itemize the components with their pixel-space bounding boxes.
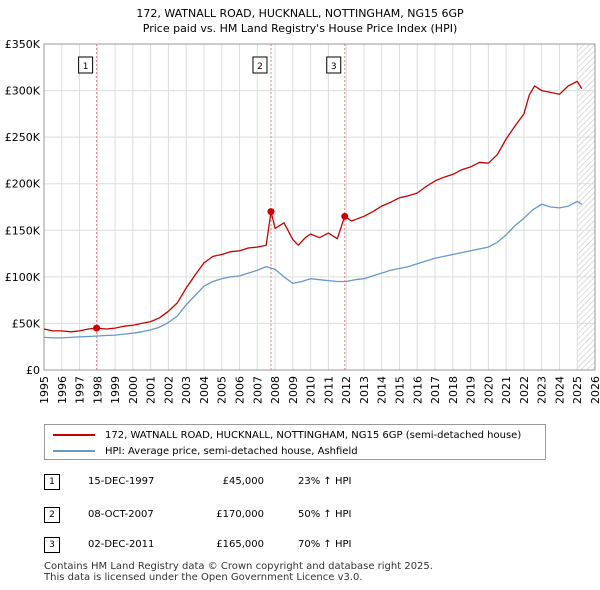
x-tick-label: 2018 — [447, 376, 460, 404]
series-line-hpi — [43, 200, 583, 339]
x-tick-label: 2003 — [180, 376, 193, 404]
x-tick-label: 2001 — [145, 376, 158, 404]
legend-label-property: 172, WATNALL ROAD, HUCKNALL, NOTTINGHAM,… — [105, 429, 522, 441]
sale-price: £165,000 — [216, 539, 264, 550]
x-tick-label: 2000 — [127, 376, 140, 404]
sale-point — [93, 324, 101, 332]
footer-copyright: Contains HM Land Registry data © Crown c… — [44, 561, 433, 572]
x-tick-label: 1996 — [56, 376, 69, 404]
sale-point — [341, 212, 349, 220]
legend: 172, WATNALL ROAD, HUCKNALL, NOTTINGHAM,… — [44, 424, 546, 460]
sale-marker-label: 1 — [83, 62, 89, 72]
y-tick-label: £0 — [26, 364, 40, 377]
x-tick-label: 2006 — [234, 376, 247, 404]
x-tick-label: 2015 — [393, 376, 406, 404]
table-row: 3 02-DEC-2011 £165,000 70% ↑ HPI — [44, 537, 464, 555]
sale-marker-label: 3 — [331, 62, 337, 72]
x-tick-label: 1995 — [38, 376, 51, 404]
x-tick-label: 2019 — [465, 376, 478, 404]
sale-number: 2 — [44, 507, 60, 523]
sale-price: £45,000 — [222, 476, 264, 487]
sale-price: £170,000 — [216, 509, 264, 520]
x-tick-label: 2017 — [429, 376, 442, 404]
x-tick-label: 2012 — [340, 376, 353, 404]
x-tick-label: 2016 — [411, 376, 424, 404]
sale-hpi-change: 70% ↑ HPI — [298, 539, 352, 550]
forecast-hatch — [577, 44, 595, 370]
x-tick-label: 1997 — [74, 376, 87, 404]
x-tick-label: 2021 — [500, 376, 513, 404]
legend-swatch-property — [53, 434, 95, 436]
y-tick-label: £250K — [5, 131, 41, 144]
y-tick-label: £50K — [12, 317, 41, 330]
x-tick-label: 2009 — [287, 376, 300, 404]
sale-date: 15-DEC-1997 — [88, 476, 155, 487]
footer: Contains HM Land Registry data © Crown c… — [44, 561, 433, 583]
sale-hpi-change: 50% ↑ HPI — [298, 509, 352, 520]
sale-marker-label: 2 — [257, 62, 263, 72]
legend-label-hpi: HPI: Average price, semi-detached house,… — [105, 445, 358, 457]
x-tick-label: 2014 — [376, 376, 389, 404]
x-tick-label: 2002 — [162, 376, 175, 404]
y-tick-label: £150K — [5, 224, 41, 237]
sale-number: 3 — [44, 537, 60, 553]
y-tick-label: £300K — [5, 85, 41, 98]
table-row: 1 15-DEC-1997 £45,000 23% ↑ HPI — [44, 474, 464, 492]
chart: 172, WATNALL ROAD, HUCKNALL, NOTTINGHAM,… — [5, 7, 600, 404]
sale-marker-box — [252, 56, 268, 74]
chart-title: 172, WATNALL ROAD, HUCKNALL, NOTTINGHAM,… — [136, 7, 464, 20]
x-tick-label: 2025 — [571, 376, 584, 404]
x-tick-label: 1999 — [109, 376, 122, 404]
x-tick-label: 2005 — [216, 376, 229, 404]
chart-subtitle: Price paid vs. HM Land Registry's House … — [143, 22, 458, 35]
x-tick-label: 1998 — [91, 376, 104, 404]
sale-point — [267, 208, 275, 216]
x-tick-label: 2013 — [358, 376, 371, 404]
x-tick-label: 2024 — [553, 376, 566, 404]
x-tick-label: 2007 — [251, 376, 264, 404]
sale-number: 1 — [44, 474, 60, 490]
x-tick-label: 2004 — [198, 376, 211, 404]
legend-item-hpi: HPI: Average price, semi-detached house,… — [53, 443, 358, 459]
y-tick-label: £100K — [5, 271, 41, 284]
plot-border — [43, 43, 596, 371]
sale-hpi-change: 23% ↑ HPI — [298, 476, 352, 487]
sale-marker-box — [326, 56, 342, 74]
series-line-property — [43, 80, 583, 333]
x-tick-label: 2023 — [536, 376, 549, 404]
y-tick-label: £350K — [5, 38, 41, 51]
legend-swatch-hpi — [53, 450, 95, 452]
footer-licence: This data is licensed under the Open Gov… — [44, 572, 363, 583]
y-tick-label: £200K — [5, 178, 41, 191]
plot-area — [44, 44, 595, 370]
x-tick-label: 2020 — [482, 376, 495, 404]
x-tick-label: 2008 — [269, 376, 282, 404]
table-row: 2 08-OCT-2007 £170,000 50% ↑ HPI — [44, 507, 464, 525]
sale-date: 02-DEC-2011 — [88, 539, 155, 550]
legend-item-property: 172, WATNALL ROAD, HUCKNALL, NOTTINGHAM,… — [53, 427, 521, 443]
x-tick-label: 2010 — [305, 376, 318, 404]
sale-marker-box — [78, 56, 94, 74]
x-tick-label: 2026 — [589, 376, 600, 404]
sale-date: 08-OCT-2007 — [88, 509, 154, 520]
x-tick-label: 2011 — [322, 376, 335, 404]
x-tick-label: 2022 — [518, 376, 531, 404]
